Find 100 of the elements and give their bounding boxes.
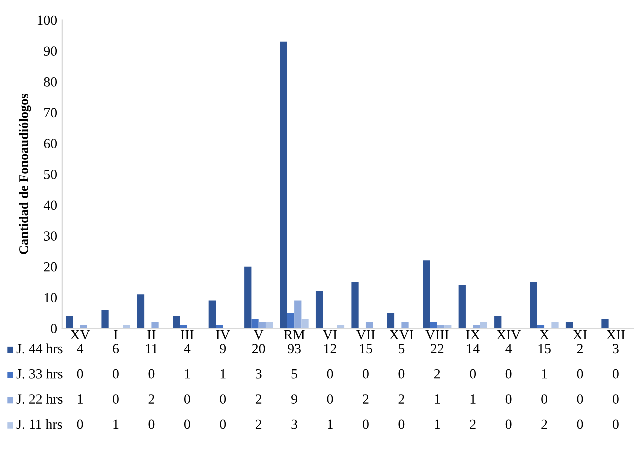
bar <box>302 319 309 328</box>
bar <box>602 319 609 328</box>
y-tick-label: 50 <box>44 170 58 180</box>
bar <box>252 319 259 328</box>
data-label: 0 <box>542 394 548 404</box>
bar <box>316 292 324 328</box>
data-label: 14 <box>467 344 480 354</box>
bar <box>458 285 466 328</box>
data-label: 3 <box>292 420 298 430</box>
y-tick-label: 30 <box>44 232 58 241</box>
y-tick-label: 0 <box>51 324 58 334</box>
data-label: 9 <box>220 344 226 354</box>
y-tick-label: 10 <box>44 293 58 303</box>
y-tick-label: 100 <box>38 16 58 26</box>
data-label: 2 <box>542 420 548 430</box>
data-label: 0 <box>77 369 84 379</box>
x-tick-label: VIII <box>426 330 449 340</box>
data-label: 0 <box>363 369 369 379</box>
x-tick-label: I <box>114 330 118 340</box>
data-label: 2 <box>577 344 583 354</box>
data-label: 2 <box>256 420 262 430</box>
legend-label: J. 33 hrs <box>16 369 63 379</box>
x-tick-label: RM <box>284 330 305 340</box>
bar <box>423 260 430 328</box>
data-label: 6 <box>113 344 120 354</box>
bar <box>244 266 252 328</box>
data-label: 0 <box>184 394 190 404</box>
x-tick-label: IV <box>216 330 230 340</box>
data-label: 4 <box>77 344 84 354</box>
data-label: 3 <box>256 369 262 379</box>
bar <box>280 42 288 328</box>
data-label: 15 <box>360 344 372 354</box>
data-label: 4 <box>506 344 512 354</box>
data-label: 0 <box>506 369 512 379</box>
x-tick-label: V <box>254 330 264 340</box>
data-label: 5 <box>399 344 405 354</box>
bar <box>152 322 159 328</box>
data-label: 1 <box>470 394 476 404</box>
data-label: 0 <box>506 394 512 404</box>
bar <box>494 316 502 328</box>
data-label: 2 <box>363 394 369 404</box>
data-label: 22 <box>431 344 444 354</box>
x-tick-label: XI <box>573 330 588 340</box>
y-tick-label: 40 <box>44 200 58 210</box>
data-label: 5 <box>292 370 298 379</box>
legend-label: J. 22 hrs <box>16 394 63 404</box>
data-label: 1 <box>185 369 190 379</box>
data-label: 2 <box>398 394 404 404</box>
data-label: 0 <box>613 420 619 430</box>
x-tick-label: X <box>540 330 550 340</box>
data-label: 0 <box>470 369 476 379</box>
data-label: 0 <box>113 394 119 404</box>
data-label: 0 <box>77 420 84 430</box>
bar <box>66 316 74 328</box>
bar <box>387 313 395 328</box>
data-label: 3 <box>613 344 619 354</box>
data-label: 0 <box>148 369 155 379</box>
x-tick-label: III <box>180 330 194 340</box>
bar <box>552 322 559 328</box>
data-label: 0 <box>327 369 334 379</box>
bar <box>294 300 302 328</box>
data-label: 20 <box>252 344 266 354</box>
data-label: 1 <box>78 394 83 404</box>
y-tick-label: 70 <box>44 108 58 118</box>
x-tick-label: IX <box>466 330 480 340</box>
bar <box>208 300 216 328</box>
data-label: 1 <box>435 420 440 430</box>
legend-label: J. 44 hrs <box>16 344 63 354</box>
data-label: 2 <box>256 394 262 404</box>
y-tick-label: 20 <box>44 262 58 272</box>
legend-label: J. 11 hrs <box>16 419 62 430</box>
data-label: 1 <box>114 420 119 430</box>
data-label: 93 <box>288 344 301 354</box>
data-label: 1 <box>542 369 548 379</box>
data-label: 0 <box>113 369 119 379</box>
y-tick-label: 60 <box>44 139 58 149</box>
data-label: 4 <box>184 344 191 354</box>
data-label: 1 <box>220 369 226 379</box>
data-label: 11 <box>146 344 158 354</box>
data-label: 0 <box>148 420 155 430</box>
x-tick-label: VII <box>356 330 376 340</box>
bar <box>173 316 180 328</box>
bar <box>402 322 409 328</box>
data-label: 1 <box>435 394 440 404</box>
data-label: 0 <box>506 420 512 430</box>
x-tick-label: II <box>148 330 156 340</box>
bar <box>102 310 109 328</box>
data-label: 2 <box>434 369 440 379</box>
data-label: 2 <box>148 394 154 404</box>
data-label: 0 <box>577 420 584 430</box>
data-label: 0 <box>398 369 405 379</box>
data-label: 0 <box>220 420 226 430</box>
data-label: 0 <box>363 420 369 430</box>
data-label: 2 <box>470 420 476 430</box>
data-label: 0 <box>577 369 584 379</box>
x-tick-label: XIV <box>496 330 522 340</box>
y-tick-label: 90 <box>44 46 58 56</box>
x-tick-label: XVI <box>390 330 414 340</box>
bar <box>287 313 295 328</box>
data-label: 15 <box>538 344 551 354</box>
